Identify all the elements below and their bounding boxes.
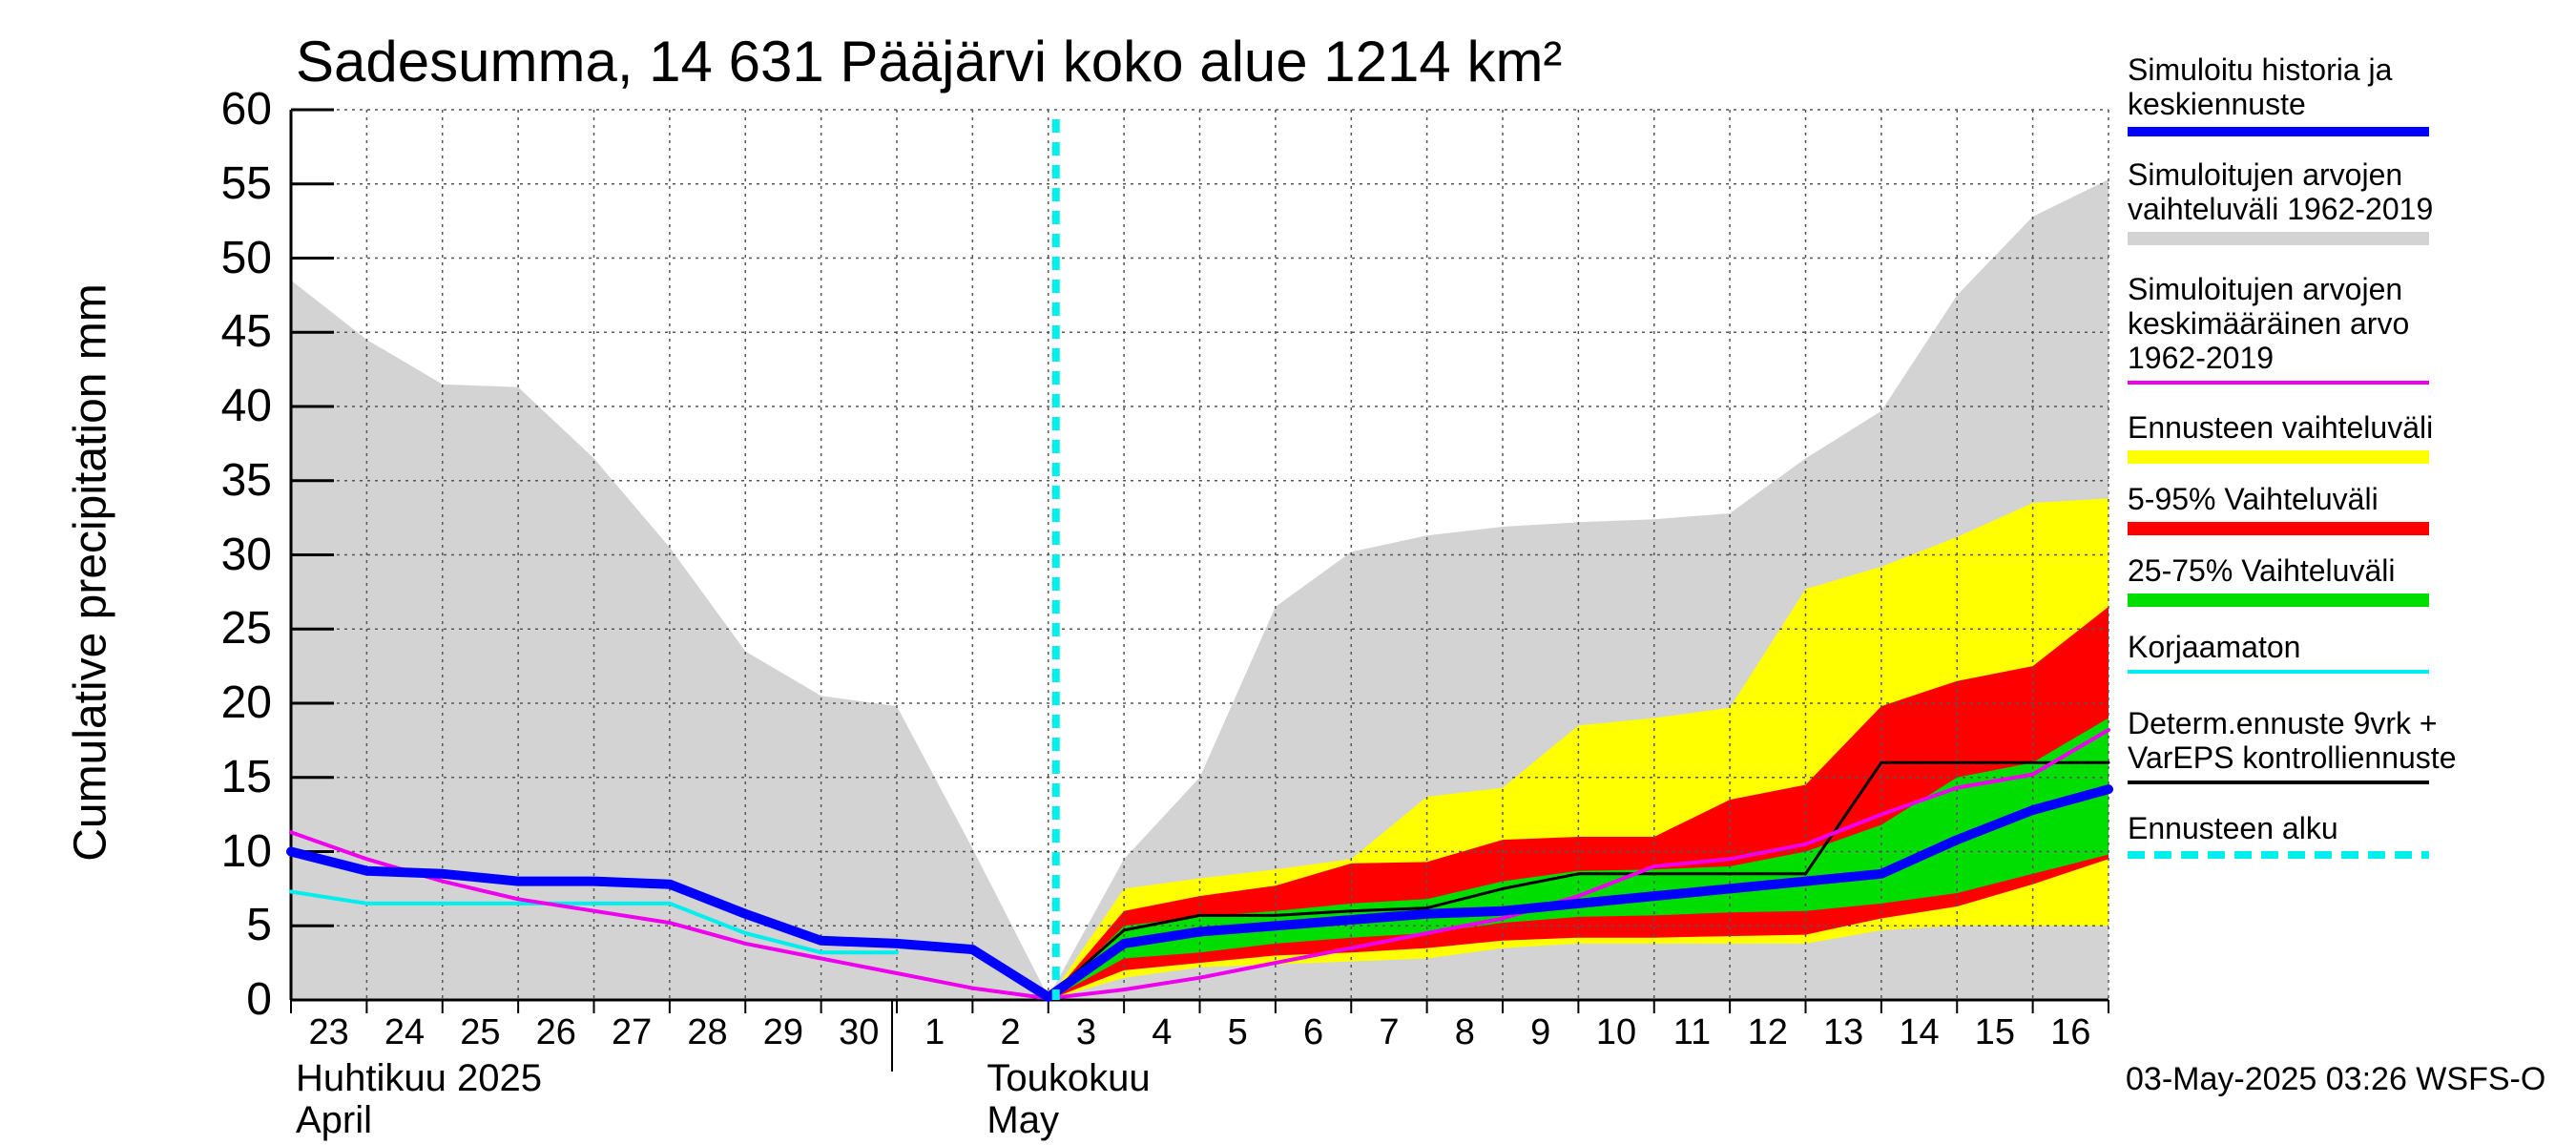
x-tick-label-18: 11: [1672, 1012, 1712, 1052]
x-tick-label-12: 5: [1227, 1012, 1248, 1052]
series-determ-ennuste: [1047, 760, 2110, 999]
month-label-line: April: [296, 1099, 373, 1141]
x-tick-label-11: 4: [1152, 1012, 1173, 1052]
x-tick-label-9: 2: [1000, 1012, 1021, 1052]
x-tick-label-20: 13: [1823, 1012, 1864, 1052]
x-tick-label-1: 24: [384, 1012, 426, 1052]
legend-item-5: 25-75% Vaihteluväli: [2128, 553, 2547, 607]
legend-label: Simuloitujen arvojen keskimääräinen arvo…: [2128, 272, 2410, 375]
legend-label: Determ.ennuste 9vrk + VarEPS kontrollien…: [2128, 706, 2457, 775]
y-tick-label-45: 45: [220, 306, 272, 358]
y-tick-label-10: 10: [220, 825, 272, 877]
y-tick-label-50: 50: [220, 232, 272, 283]
y-tick-label-0: 0: [246, 974, 272, 1025]
timestamp-footer: 03-May-2025 03:26 WSFS-O: [2126, 1061, 2546, 1097]
legend-item-4: 5-95% Vaihteluväli: [2128, 482, 2547, 535]
legend-swatch: [2128, 450, 2429, 464]
legend-swatch: [2128, 670, 2429, 674]
legend-item-2: Simuloitujen arvojen keskimääräinen arvo…: [2128, 272, 2547, 385]
legend-swatch: [2128, 127, 2429, 136]
chart-series-lines: [286, 119, 2113, 1002]
x-tick-label-23: 16: [2050, 1012, 2091, 1052]
series-mean-1962-2019: [289, 728, 2110, 1001]
x-tick-label-2: 25: [460, 1012, 501, 1052]
x-tick-label-21: 14: [1899, 1012, 1940, 1052]
y-tick-label-20: 20: [220, 677, 272, 728]
y-tick-label-40: 40: [220, 381, 272, 431]
legend-item-3: Ennusteen vaihteluväli: [2128, 410, 2547, 464]
series-korjaamaton: [289, 889, 899, 955]
month-label-0: Huhtikuu 2025 April: [296, 1057, 542, 1141]
legend-label: Korjaamaton: [2128, 630, 2301, 664]
series-simulated-mean: [286, 784, 2113, 1002]
x-tick-label-0: 23: [308, 1012, 349, 1052]
x-tick-label-7: 30: [839, 1012, 880, 1052]
x-tick-label-13: 6: [1302, 1012, 1324, 1052]
chart-grid: [291, 109, 2109, 1001]
legend-item-0: Simuloitu historia ja keskiennuste: [2128, 52, 2547, 136]
legend-swatch: [2128, 593, 2429, 607]
month-label-line: Toukokuu: [987, 1057, 1151, 1099]
band-25-75: [1048, 718, 2109, 1000]
legend-label: 5-95% Vaihteluväli: [2128, 482, 2379, 516]
y-tick-label-55: 55: [220, 157, 272, 209]
legend-item-6: Korjaamaton: [2128, 630, 2547, 674]
month-label-line: May: [987, 1099, 1059, 1141]
y-tick-label-15: 15: [220, 751, 272, 802]
x-tick-label-5: 28: [687, 1012, 728, 1052]
chart-title: Sadesumma, 14 631 Pääjärvi koko alue 121…: [296, 30, 1563, 94]
legend-item-7: Determ.ennuste 9vrk + VarEPS kontrollien…: [2128, 706, 2547, 784]
legend-label: Simuloitujen arvojen vaihteluväli 1962-2…: [2128, 157, 2434, 226]
legend-item-8: Ennusteen alku: [2128, 811, 2547, 859]
x-tick-label-3: 26: [535, 1012, 576, 1052]
legend-label: Simuloitu historia ja keskiennuste: [2128, 52, 2393, 121]
y-tick-label-25: 25: [220, 603, 272, 655]
x-tick-label-14: 7: [1379, 1012, 1400, 1052]
legend-swatch: [2128, 522, 2429, 535]
month-label-line: Huhtikuu 2025: [296, 1057, 542, 1099]
month-label-1: Toukokuu May: [987, 1057, 1150, 1141]
x-tick-label-17: 10: [1595, 1012, 1637, 1052]
legend-item-1: Simuloitujen arvojen vaihteluväli 1962-2…: [2128, 157, 2547, 245]
y-tick-label-5: 5: [246, 900, 272, 951]
x-tick-label-6: 29: [762, 1012, 804, 1052]
legend-swatch: [2128, 781, 2429, 784]
legend-swatch: [2128, 851, 2429, 859]
x-tick-label-22: 15: [1974, 1012, 2016, 1052]
legend-label: Ennusteen vaihteluväli: [2128, 410, 2434, 445]
x-tick-label-15: 8: [1454, 1012, 1475, 1052]
y-tick-label-60: 60: [220, 84, 272, 135]
legend-swatch: [2128, 232, 2429, 245]
x-tick-label-4: 27: [612, 1012, 653, 1052]
y-tick-label-30: 30: [220, 529, 272, 580]
legend-swatch: [2128, 381, 2429, 385]
legend-label: 25-75% Vaihteluväli: [2128, 553, 2396, 588]
x-tick-label-8: 1: [924, 1012, 945, 1052]
x-tick-label-16: 9: [1530, 1012, 1551, 1052]
legend-label: Ennusteen alku: [2128, 811, 2338, 845]
x-tick-label-10: 3: [1075, 1012, 1097, 1052]
x-tick-label-19: 12: [1747, 1012, 1788, 1052]
y-tick-label-35: 35: [220, 454, 272, 506]
y-axis-label: Cumulative precipitation mm: [65, 283, 116, 862]
